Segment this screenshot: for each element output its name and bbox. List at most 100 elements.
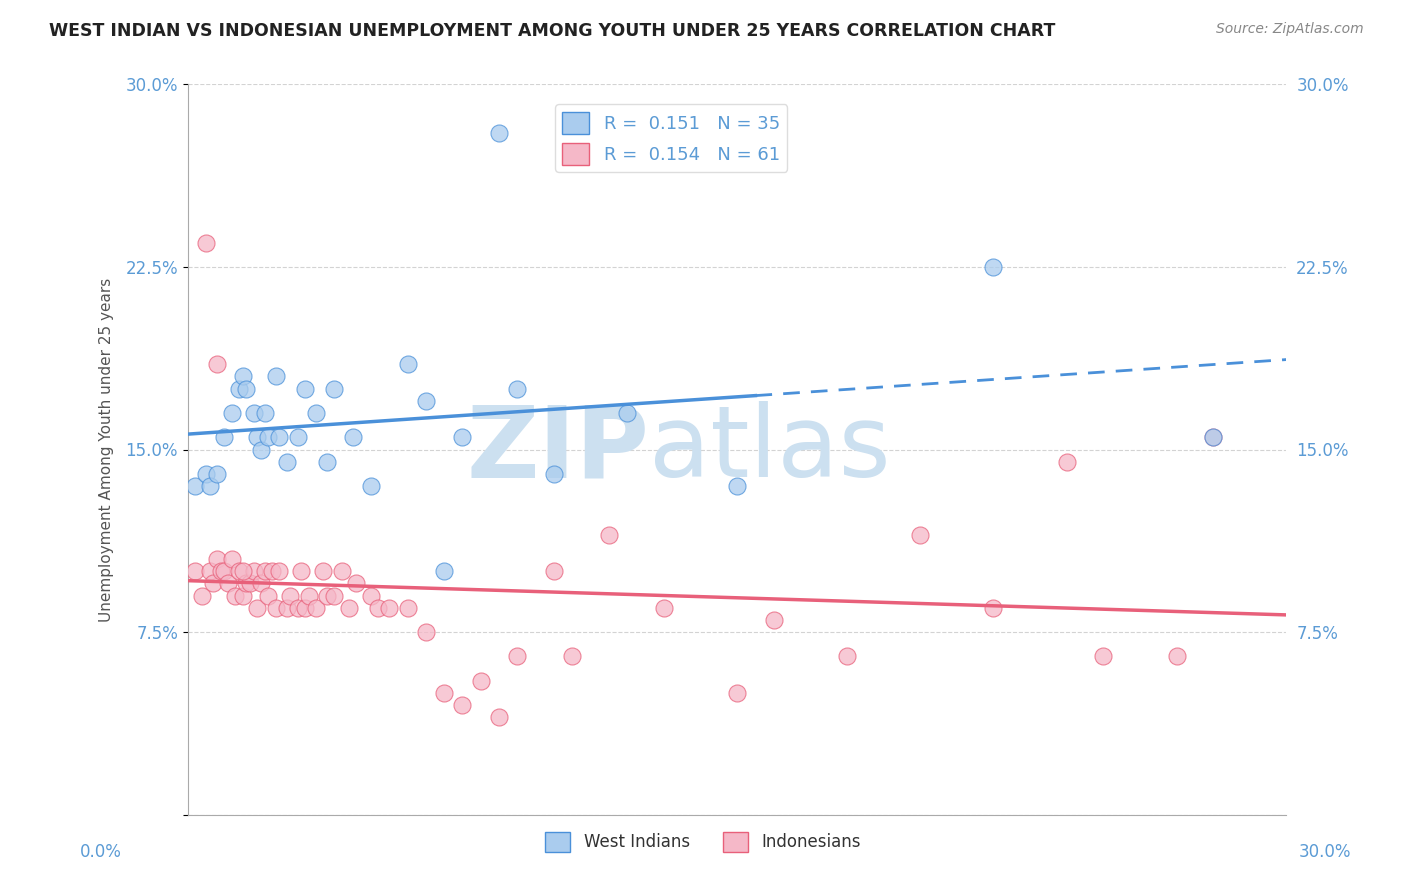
Legend: West Indians, Indonesians: West Indians, Indonesians: [538, 825, 868, 859]
Point: [214, 430, 236, 444]
Point: [1166, 649, 1188, 664]
Point: [205, 357, 228, 371]
Point: [221, 552, 243, 566]
Point: [250, 442, 273, 457]
Point: [232, 369, 254, 384]
Point: [330, 564, 353, 578]
Text: Source: ZipAtlas.com: Source: ZipAtlas.com: [1216, 22, 1364, 37]
Point: [543, 467, 565, 481]
Point: [323, 589, 346, 603]
Point: [323, 382, 346, 396]
Point: [246, 430, 269, 444]
Point: [470, 673, 492, 688]
Point: [1092, 649, 1115, 664]
Point: [543, 564, 565, 578]
Point: [367, 600, 389, 615]
Point: [235, 382, 257, 396]
Point: [725, 479, 748, 493]
Point: [396, 600, 419, 615]
Y-axis label: Unemployment Among Youth under 25 years: Unemployment Among Youth under 25 years: [100, 277, 114, 622]
Point: [415, 393, 437, 408]
Point: [195, 467, 218, 481]
Point: [184, 564, 207, 578]
Point: [224, 589, 246, 603]
Point: [312, 564, 335, 578]
Point: [342, 430, 364, 444]
Point: [433, 686, 456, 700]
Point: [433, 564, 456, 578]
Point: [396, 357, 419, 371]
Point: [242, 564, 264, 578]
Point: [488, 126, 510, 140]
Point: [983, 260, 1005, 274]
Point: [1056, 455, 1078, 469]
Point: [257, 430, 280, 444]
Point: [276, 455, 298, 469]
Point: [205, 467, 228, 481]
Point: [451, 698, 474, 712]
Point: [488, 710, 510, 724]
Legend: R =  0.151   N = 35, R =  0.154   N = 61: R = 0.151 N = 35, R = 0.154 N = 61: [555, 104, 787, 172]
Point: [415, 625, 437, 640]
Point: [246, 600, 269, 615]
Point: [762, 613, 785, 627]
Point: [253, 406, 276, 420]
Point: [298, 589, 321, 603]
Text: 30.0%: 30.0%: [1298, 843, 1351, 861]
Point: [287, 430, 309, 444]
Point: [209, 564, 232, 578]
Point: [250, 576, 273, 591]
Point: [198, 479, 221, 493]
Point: [217, 576, 239, 591]
Point: [451, 430, 474, 444]
Point: [235, 576, 257, 591]
Point: [195, 235, 218, 250]
Point: [506, 382, 529, 396]
Point: [191, 589, 214, 603]
Point: [378, 600, 401, 615]
Point: [290, 564, 312, 578]
Point: [253, 564, 276, 578]
Point: [294, 382, 316, 396]
Point: [269, 564, 291, 578]
Point: [305, 600, 328, 615]
Point: [506, 649, 529, 664]
Point: [280, 589, 302, 603]
Text: atlas: atlas: [650, 401, 891, 498]
Point: [1202, 430, 1225, 444]
Point: [316, 455, 339, 469]
Point: [910, 527, 932, 541]
Point: [294, 600, 316, 615]
Point: [257, 589, 280, 603]
Point: [260, 564, 283, 578]
Point: [228, 382, 250, 396]
Text: WEST INDIAN VS INDONESIAN UNEMPLOYMENT AMONG YOUTH UNDER 25 YEARS CORRELATION CH: WEST INDIAN VS INDONESIAN UNEMPLOYMENT A…: [49, 22, 1056, 40]
Point: [287, 600, 309, 615]
Point: [725, 686, 748, 700]
Point: [239, 576, 262, 591]
Point: [276, 600, 298, 615]
Point: [214, 564, 236, 578]
Point: [316, 589, 339, 603]
Point: [598, 527, 620, 541]
Point: [242, 406, 264, 420]
Point: [1202, 430, 1225, 444]
Point: [269, 430, 291, 444]
Point: [305, 406, 328, 420]
Point: [202, 576, 225, 591]
Point: [205, 552, 228, 566]
Text: ZIP: ZIP: [467, 401, 650, 498]
Point: [264, 600, 287, 615]
Point: [835, 649, 858, 664]
Point: [983, 600, 1005, 615]
Point: [561, 649, 583, 664]
Point: [228, 564, 250, 578]
Point: [337, 600, 360, 615]
Point: [198, 564, 221, 578]
Point: [360, 589, 382, 603]
Text: 0.0%: 0.0%: [80, 843, 122, 861]
Point: [652, 600, 675, 615]
Point: [264, 369, 287, 384]
Point: [616, 406, 638, 420]
Point: [232, 564, 254, 578]
